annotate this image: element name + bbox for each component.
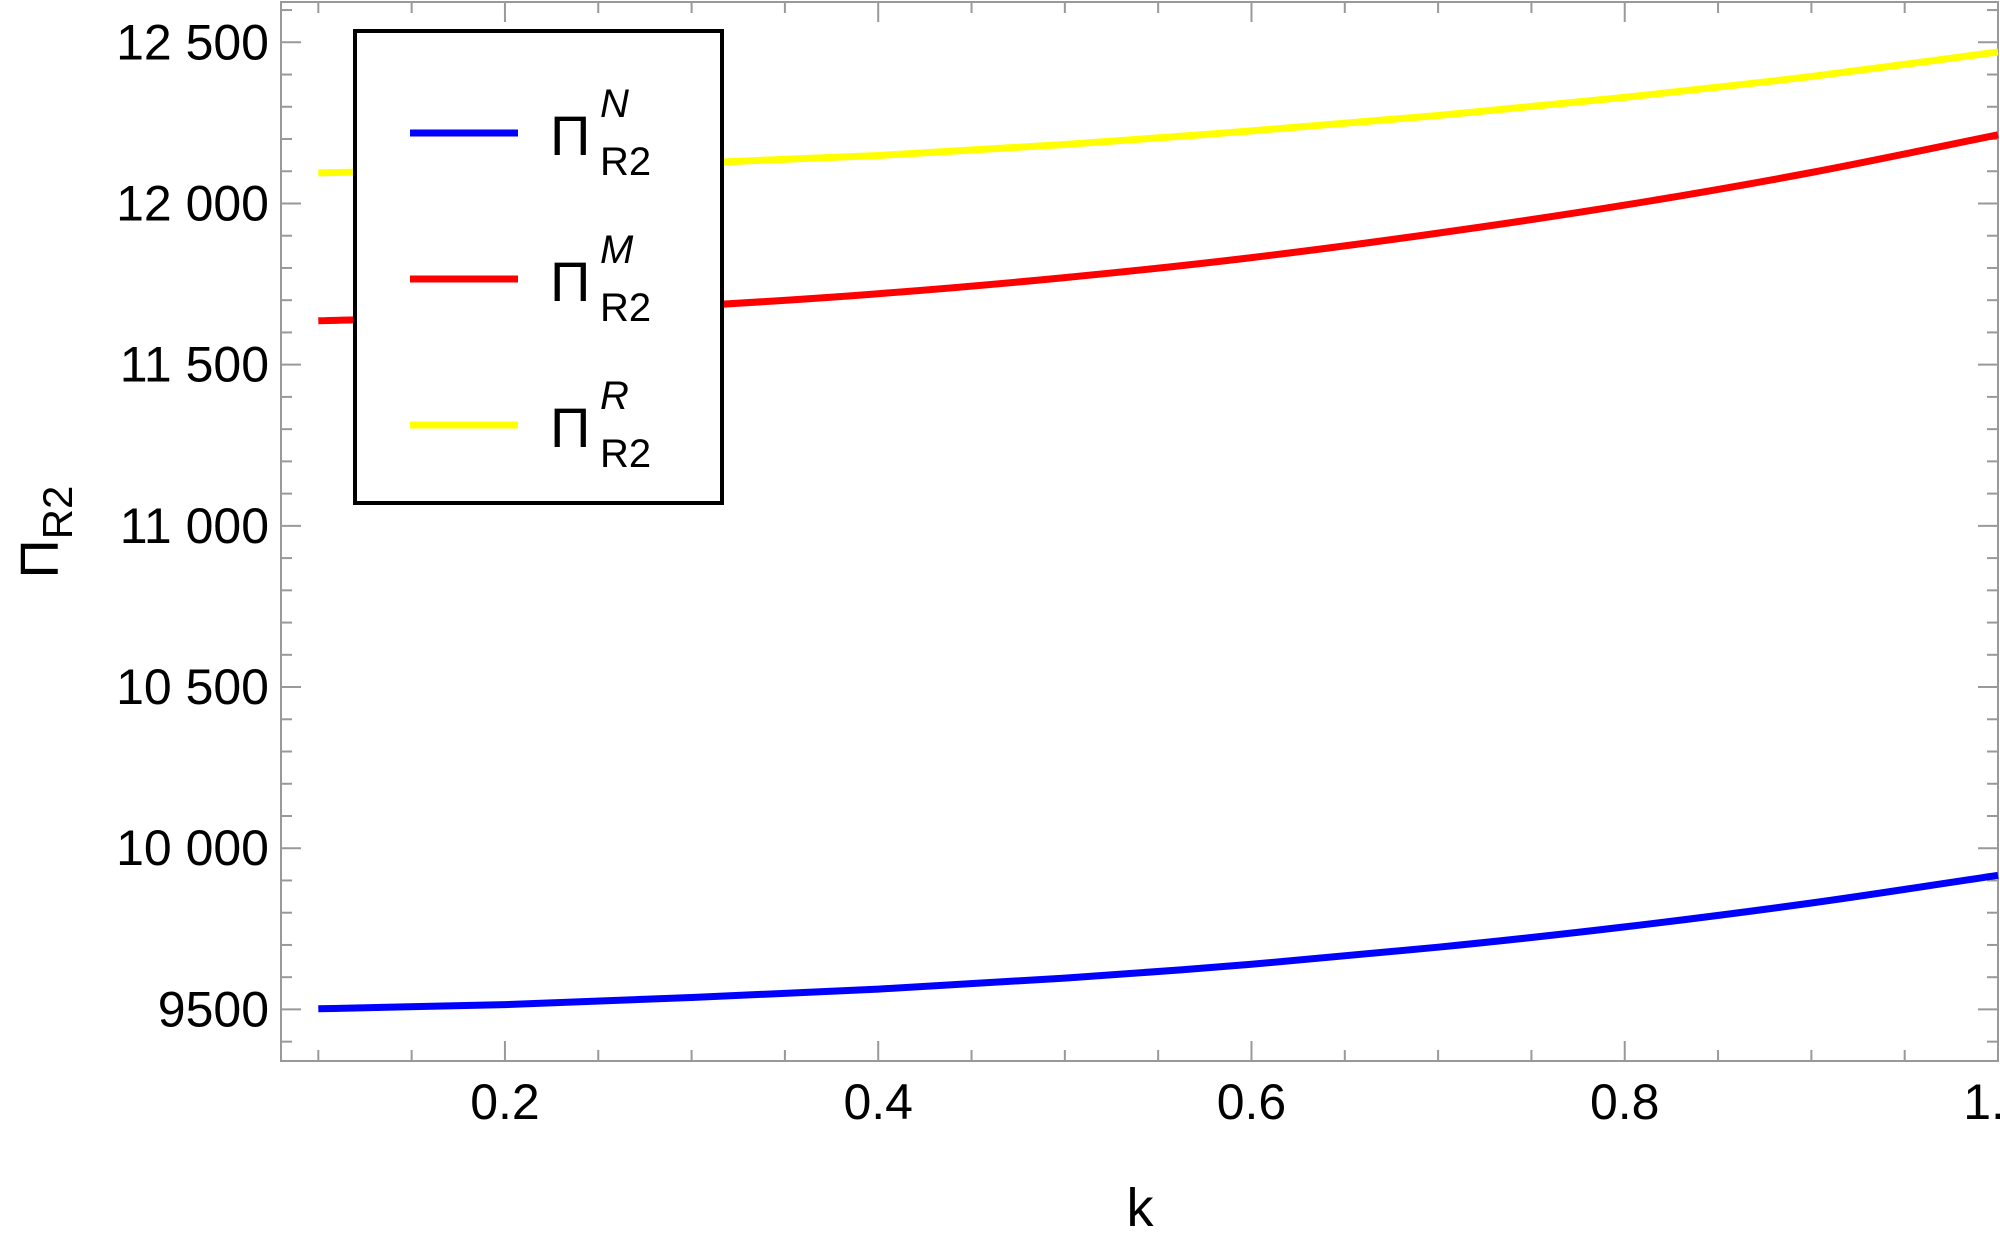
legend-label-sup: R xyxy=(600,374,629,418)
legend-entry-N: Π N R2 xyxy=(410,82,651,184)
y-tick-label: 10 500 xyxy=(116,659,269,715)
legend-label-N: Π N R2 xyxy=(550,82,651,184)
x-axis-title: k xyxy=(1127,1178,1155,1238)
legend-label-sub: R2 xyxy=(600,432,651,476)
y-tick-label: 12 500 xyxy=(116,14,269,70)
x-tick-label: 0.2 xyxy=(470,1074,540,1130)
axis-tick-labels: 0.2 0.4 0.6 0.8 1.0 9500 10 000 10 500 11 000 11 … xyxy=(116,14,2000,1130)
svg-text:ΠR2: ΠR2 xyxy=(10,486,81,579)
legend-entry-R: Π R R2 xyxy=(410,374,651,476)
plot-frame xyxy=(280,1,1999,1062)
y-tick-label: 11 000 xyxy=(120,498,269,554)
y-tick-label: 12 000 xyxy=(116,175,269,231)
legend-label-sup: N xyxy=(600,82,629,126)
y-tick-label: 10 000 xyxy=(116,820,269,876)
axis-ticks xyxy=(281,2,1999,1061)
y-tick-label: 11 500 xyxy=(120,337,269,393)
legend-label-main: Π xyxy=(550,396,590,459)
x-tick-label: 0.4 xyxy=(843,1074,913,1130)
x-tick-label: 0.6 xyxy=(1217,1074,1287,1130)
legend: Π N R2Π M R2Π R R2 xyxy=(353,29,724,505)
x-tick-label: 0.8 xyxy=(1590,1074,1660,1130)
x-tick-label: 1.0 xyxy=(1963,1074,2000,1130)
legend-label-main: Π xyxy=(550,104,590,167)
legend-box xyxy=(353,29,724,505)
legend-label-sub: R2 xyxy=(600,286,651,330)
y-axis-title: ΠR2 xyxy=(10,486,81,579)
legend-label-M: Π M R2 xyxy=(550,228,651,330)
y-tick-label: 9500 xyxy=(158,981,269,1037)
y-axis-title-sub: R2 xyxy=(34,486,81,540)
legend-label-sup: M xyxy=(600,228,634,272)
legend-label-sub: R2 xyxy=(600,140,651,184)
legend-label-main: Π xyxy=(550,250,590,313)
legend-label-R: Π R R2 xyxy=(550,374,651,476)
series-line-N xyxy=(318,871,1999,1013)
y-axis-title-main: Π xyxy=(10,539,70,578)
legend-entry-M: Π M R2 xyxy=(410,228,651,330)
